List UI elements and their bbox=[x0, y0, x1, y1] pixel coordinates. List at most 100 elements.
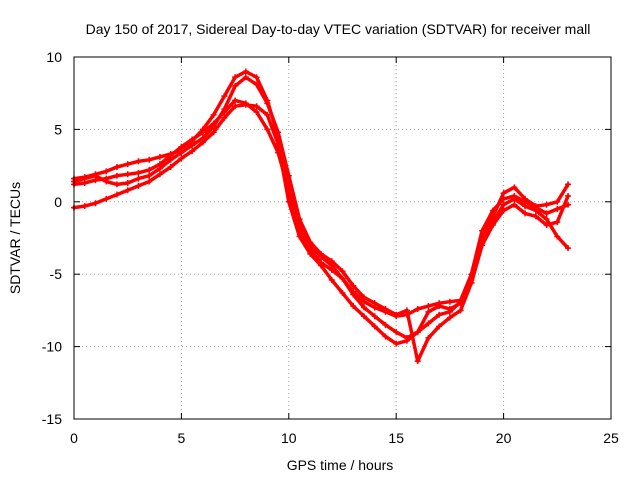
data-point bbox=[554, 198, 561, 205]
data-point bbox=[500, 201, 507, 208]
data-point bbox=[285, 172, 292, 179]
data-point bbox=[103, 168, 110, 175]
y-tick-label: -10 bbox=[42, 339, 62, 355]
data-point bbox=[500, 207, 507, 214]
data-point bbox=[393, 340, 400, 347]
data-point bbox=[221, 93, 228, 100]
x-axis-label: GPS time / hours bbox=[287, 457, 394, 473]
data-point bbox=[328, 258, 335, 265]
x-tick-label: 15 bbox=[388, 430, 404, 446]
data-point bbox=[275, 129, 282, 136]
data-point bbox=[403, 307, 410, 314]
data-point bbox=[124, 187, 131, 194]
data-point bbox=[318, 250, 325, 257]
plot-frame bbox=[73, 56, 612, 420]
data-point bbox=[511, 195, 518, 202]
data-point bbox=[371, 313, 378, 320]
data-point bbox=[113, 172, 120, 179]
data-point bbox=[285, 198, 292, 205]
data-point bbox=[146, 156, 153, 163]
data-point bbox=[189, 136, 196, 143]
data-point bbox=[436, 323, 443, 330]
data-point bbox=[92, 172, 99, 179]
y-tick-label: 0 bbox=[54, 194, 62, 210]
data-point bbox=[232, 82, 239, 89]
y-axis-label: SDTVAR / TECUs bbox=[7, 182, 23, 294]
data-point bbox=[307, 239, 314, 246]
data-point bbox=[221, 114, 228, 121]
data-point bbox=[565, 193, 572, 200]
data-point bbox=[81, 175, 88, 182]
series-3 bbox=[71, 101, 572, 347]
data-point bbox=[350, 282, 357, 289]
y-tick-label: 10 bbox=[46, 49, 62, 65]
data-point bbox=[339, 268, 346, 275]
data-point bbox=[146, 178, 153, 185]
data-point bbox=[146, 166, 153, 173]
data-point bbox=[232, 74, 239, 81]
data-point bbox=[156, 165, 163, 172]
series-4 bbox=[71, 74, 572, 365]
data-point bbox=[156, 153, 163, 160]
data-point bbox=[532, 213, 539, 220]
y-tick-label: -5 bbox=[50, 266, 63, 282]
data-point bbox=[522, 195, 529, 202]
x-tick-label: 20 bbox=[496, 430, 512, 446]
data-point bbox=[414, 305, 421, 312]
data-point bbox=[210, 129, 217, 136]
data-point bbox=[328, 276, 335, 283]
data-point bbox=[414, 358, 421, 365]
data-point bbox=[167, 164, 174, 171]
data-point bbox=[307, 250, 314, 257]
data-point bbox=[532, 203, 539, 210]
data-point bbox=[382, 321, 389, 328]
data-point bbox=[414, 329, 421, 336]
data-point bbox=[425, 308, 432, 315]
data-point bbox=[178, 143, 185, 150]
data-point bbox=[393, 311, 400, 318]
data-point bbox=[296, 233, 303, 240]
data-point bbox=[350, 303, 357, 310]
data-point bbox=[253, 103, 260, 110]
data-point bbox=[382, 305, 389, 312]
data-point bbox=[371, 300, 378, 307]
data-point bbox=[210, 123, 217, 130]
data-point bbox=[522, 203, 529, 210]
data-point bbox=[124, 161, 131, 168]
data-point bbox=[543, 210, 550, 217]
data-point bbox=[242, 101, 249, 108]
data-point bbox=[178, 155, 185, 162]
data-point bbox=[468, 279, 475, 286]
data-point bbox=[446, 314, 453, 321]
data-point bbox=[167, 156, 174, 163]
data-point bbox=[242, 68, 249, 75]
data-point bbox=[500, 190, 507, 197]
series-group bbox=[71, 68, 572, 365]
data-point bbox=[511, 184, 518, 191]
data-point bbox=[189, 148, 196, 155]
data-point bbox=[221, 106, 228, 113]
data-point bbox=[103, 178, 110, 185]
data-point bbox=[554, 219, 561, 226]
data-point bbox=[135, 175, 142, 182]
data-point bbox=[264, 126, 271, 133]
data-point bbox=[253, 109, 260, 116]
data-point bbox=[522, 210, 529, 217]
x-tick-label: 25 bbox=[603, 430, 619, 446]
data-point bbox=[113, 164, 120, 171]
data-point bbox=[360, 304, 367, 311]
data-point bbox=[156, 171, 163, 178]
data-point bbox=[543, 216, 550, 223]
data-point bbox=[178, 149, 185, 156]
data-point bbox=[339, 290, 346, 297]
data-point bbox=[135, 182, 142, 189]
data-point bbox=[457, 307, 464, 314]
data-point bbox=[264, 111, 271, 118]
data-point bbox=[371, 323, 378, 330]
data-point bbox=[565, 245, 572, 252]
data-point bbox=[135, 169, 142, 176]
data-point bbox=[511, 201, 518, 208]
data-point bbox=[92, 200, 99, 207]
